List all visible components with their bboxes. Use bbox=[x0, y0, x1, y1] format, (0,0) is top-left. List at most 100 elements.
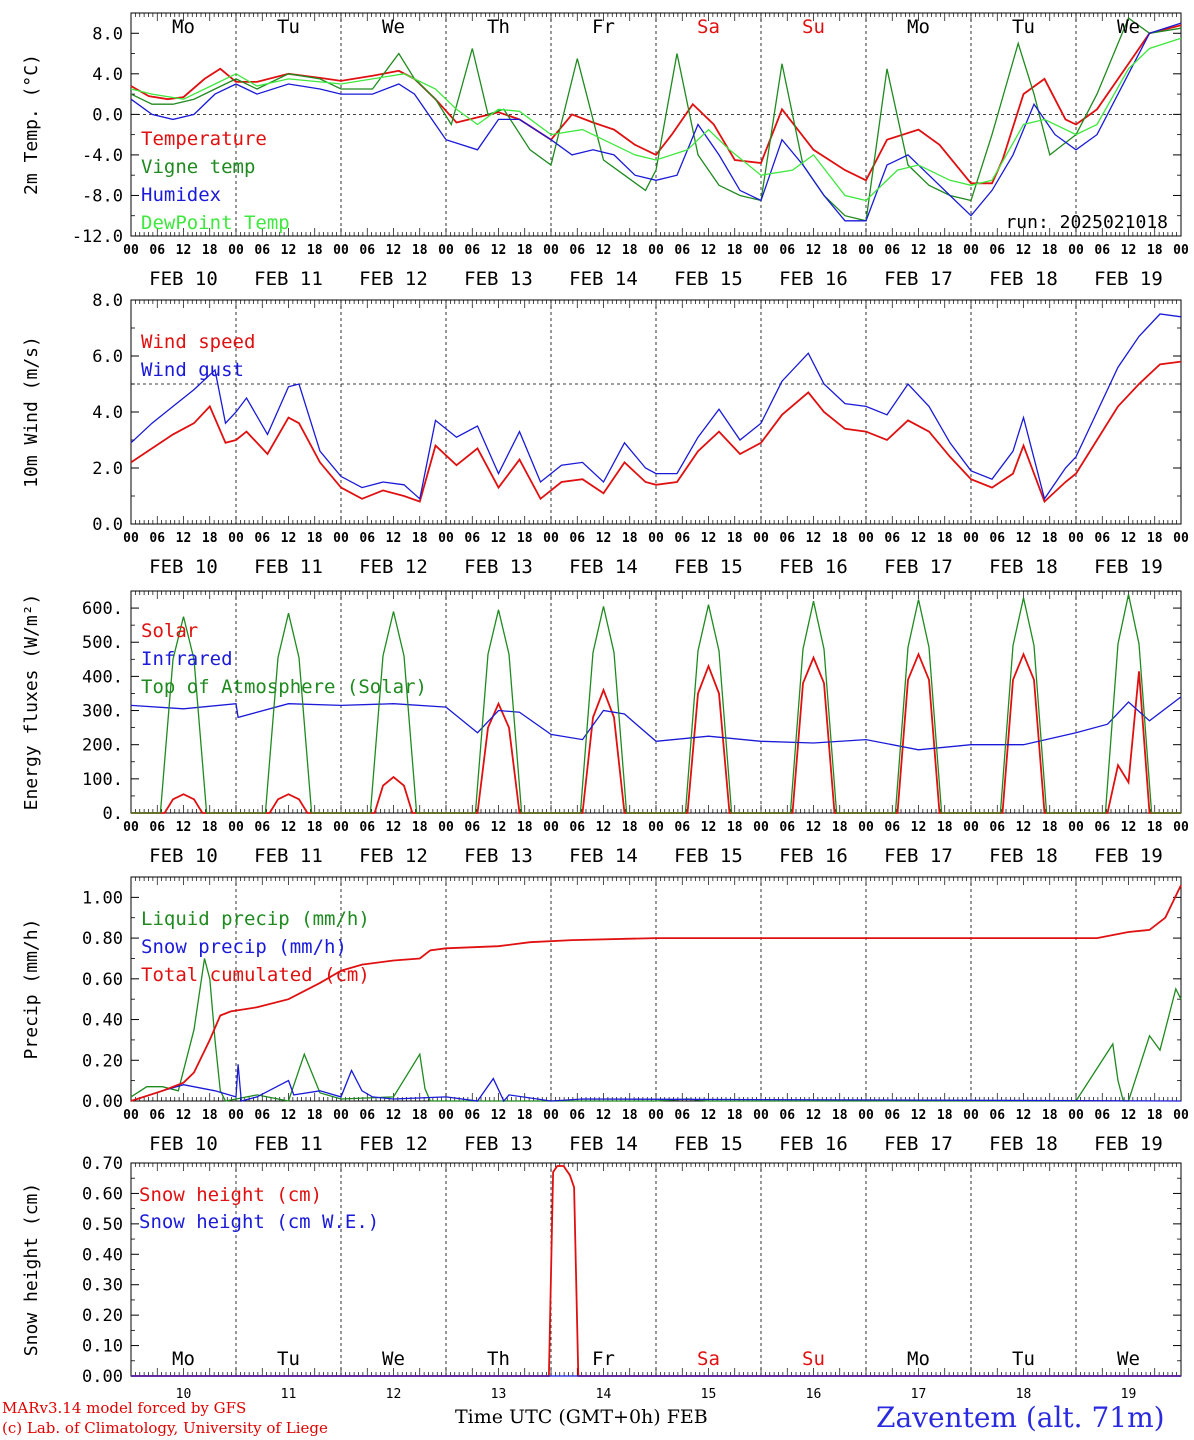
date-label: FEB 13 bbox=[464, 556, 533, 578]
weekday-label: We bbox=[1117, 16, 1140, 38]
hour-tick-label: 06 bbox=[989, 820, 1005, 835]
hour-tick-label: 18 bbox=[937, 1108, 953, 1123]
hour-tick-label: 18 bbox=[517, 531, 533, 546]
date-label: FEB 17 bbox=[884, 268, 953, 290]
day-number: 17 bbox=[911, 1387, 927, 1402]
y-tick-label: 0.00 bbox=[82, 1092, 123, 1112]
hour-tick-label: 18 bbox=[1147, 820, 1163, 835]
hour-tick-label: 12 bbox=[281, 1108, 297, 1123]
hour-tick-label: 12 bbox=[806, 820, 822, 835]
y-axis-label: Precip (mm/h) bbox=[21, 919, 42, 1060]
hour-tick-label: 06 bbox=[254, 820, 270, 835]
hour-tick-label: 12 bbox=[386, 1108, 402, 1123]
y-tick-label: 0.80 bbox=[82, 929, 123, 949]
hour-tick-label: 06 bbox=[674, 243, 690, 258]
hour-tick-label: 06 bbox=[359, 1108, 375, 1123]
hour-tick-label: 18 bbox=[622, 1108, 638, 1123]
hour-tick-label: 00 bbox=[438, 531, 454, 546]
weekday-label: Su bbox=[802, 16, 825, 38]
legend-entry: Snow precip (mm/h) bbox=[141, 936, 347, 958]
hour-tick-label: 00 bbox=[858, 243, 874, 258]
run-annotation: run: 2025021018 bbox=[1005, 212, 1168, 233]
hour-tick-label: 06 bbox=[1094, 820, 1110, 835]
series-line-temperature bbox=[130, 24, 1182, 185]
y-tick-label: 0.0 bbox=[92, 515, 123, 535]
y-tick-label: -8.0 bbox=[82, 186, 123, 206]
date-label: FEB 12 bbox=[359, 845, 428, 867]
hour-tick-label: 18 bbox=[307, 531, 323, 546]
hour-tick-label: 18 bbox=[727, 1108, 743, 1123]
hour-tick-label: 00 bbox=[543, 531, 559, 546]
date-label: FEB 18 bbox=[989, 1133, 1058, 1155]
day-number: 14 bbox=[596, 1387, 612, 1402]
y-tick-label: 600. bbox=[82, 599, 123, 619]
hour-tick-label: 00 bbox=[333, 820, 349, 835]
hour-tick-label: 00 bbox=[648, 1108, 664, 1123]
hour-tick-label: 00 bbox=[1068, 531, 1084, 546]
hour-tick-label: 00 bbox=[1173, 243, 1189, 258]
hour-tick-label: 00 bbox=[753, 243, 769, 258]
y-tick-label: 0. bbox=[103, 804, 123, 824]
date-label: FEB 10 bbox=[149, 268, 218, 290]
hour-tick-label: 18 bbox=[832, 531, 848, 546]
hour-tick-label: 18 bbox=[1042, 820, 1058, 835]
date-label: FEB 14 bbox=[569, 845, 638, 867]
hour-tick-label: 18 bbox=[1042, 243, 1058, 258]
hour-tick-label: 06 bbox=[359, 820, 375, 835]
hour-tick-label: 00 bbox=[228, 531, 244, 546]
series-line-top-of-atmosphere-solar- bbox=[131, 594, 1181, 814]
weekday-label-bottom: We bbox=[1117, 1348, 1140, 1370]
day-number: 11 bbox=[281, 1387, 297, 1402]
date-label: FEB 15 bbox=[674, 1133, 743, 1155]
y-tick-label: 0.40 bbox=[82, 1245, 123, 1265]
hour-tick-label: 00 bbox=[543, 1108, 559, 1123]
hour-tick-label: 12 bbox=[281, 820, 297, 835]
y-tick-label: 6.0 bbox=[92, 347, 123, 367]
hour-tick-label: 12 bbox=[386, 243, 402, 258]
date-label: FEB 16 bbox=[779, 556, 848, 578]
weekday-label: Mo bbox=[907, 16, 930, 38]
hour-tick-label: 18 bbox=[937, 531, 953, 546]
legend-entry: Temperature bbox=[141, 128, 267, 150]
hour-tick-label: 18 bbox=[412, 243, 428, 258]
hour-tick-label: 18 bbox=[517, 1108, 533, 1123]
hour-tick-label: 00 bbox=[753, 820, 769, 835]
hour-tick-label: 06 bbox=[359, 531, 375, 546]
hour-tick-label: 00 bbox=[648, 820, 664, 835]
hour-tick-label: 12 bbox=[596, 243, 612, 258]
hour-tick-label: 06 bbox=[884, 1108, 900, 1123]
hour-tick-label: 00 bbox=[228, 243, 244, 258]
hour-tick-label: 06 bbox=[884, 820, 900, 835]
hour-tick-label: 00 bbox=[438, 820, 454, 835]
hour-tick-label: 00 bbox=[1068, 1108, 1084, 1123]
date-label: FEB 17 bbox=[884, 556, 953, 578]
y-tick-label: 4.0 bbox=[92, 403, 123, 423]
date-label: FEB 19 bbox=[1094, 1133, 1163, 1155]
day-number: 12 bbox=[386, 1387, 402, 1402]
weekday-label-bottom: Tu bbox=[1012, 1348, 1035, 1370]
hour-tick-label: 12 bbox=[596, 531, 612, 546]
day-number: 19 bbox=[1121, 1387, 1137, 1402]
hour-tick-label: 00 bbox=[858, 820, 874, 835]
hour-tick-label: 06 bbox=[464, 820, 480, 835]
hour-tick-label: 12 bbox=[176, 531, 192, 546]
hour-tick-label: 06 bbox=[254, 243, 270, 258]
hour-tick-label: 12 bbox=[1121, 1108, 1137, 1123]
hour-tick-label: 18 bbox=[307, 820, 323, 835]
hour-tick-label: 06 bbox=[569, 531, 585, 546]
hour-tick-label: 06 bbox=[254, 531, 270, 546]
hour-tick-label: 12 bbox=[911, 243, 927, 258]
hour-tick-label: 06 bbox=[779, 531, 795, 546]
weekday-label-bottom: Tu bbox=[277, 1348, 300, 1370]
date-label: FEB 19 bbox=[1094, 556, 1163, 578]
hour-tick-label: 12 bbox=[596, 820, 612, 835]
hour-tick-label: 00 bbox=[123, 820, 139, 835]
y-tick-label: 2.0 bbox=[92, 459, 123, 479]
y-tick-label: 0.20 bbox=[82, 1051, 123, 1071]
hour-tick-label: 12 bbox=[491, 531, 507, 546]
date-label: FEB 11 bbox=[254, 268, 323, 290]
date-label: FEB 15 bbox=[674, 268, 743, 290]
hour-tick-label: 00 bbox=[648, 531, 664, 546]
y-tick-label: 300. bbox=[82, 702, 123, 722]
date-label: FEB 15 bbox=[674, 556, 743, 578]
